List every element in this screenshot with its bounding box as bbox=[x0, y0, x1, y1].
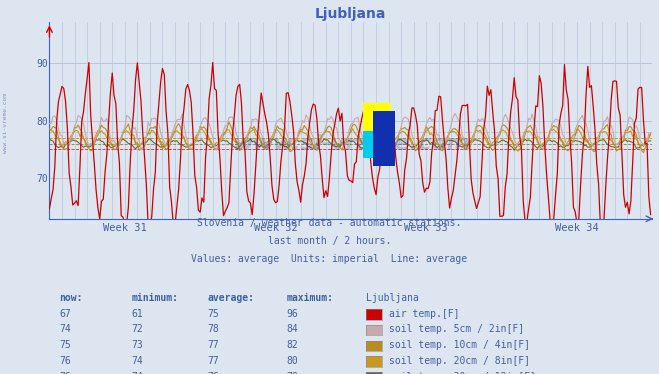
Text: 61: 61 bbox=[132, 309, 144, 319]
Text: air temp.[F]: air temp.[F] bbox=[389, 309, 459, 319]
Text: 96: 96 bbox=[287, 309, 299, 319]
Text: soil temp. 20cm / 8in[F]: soil temp. 20cm / 8in[F] bbox=[389, 356, 530, 366]
Text: 78: 78 bbox=[287, 372, 299, 374]
Text: 77: 77 bbox=[208, 340, 219, 350]
Text: 76: 76 bbox=[208, 372, 219, 374]
Text: 74: 74 bbox=[132, 356, 144, 366]
Text: Values: average  Units: imperial  Line: average: Values: average Units: imperial Line: av… bbox=[191, 254, 468, 264]
Text: 73: 73 bbox=[132, 340, 144, 350]
Text: 76: 76 bbox=[59, 372, 71, 374]
Text: soil temp. 30cm / 12in[F]: soil temp. 30cm / 12in[F] bbox=[389, 372, 536, 374]
Text: 76: 76 bbox=[59, 356, 71, 366]
Bar bbox=[373, 111, 395, 166]
Text: 74: 74 bbox=[59, 325, 71, 334]
Text: 67: 67 bbox=[59, 309, 71, 319]
Title: Ljubljana: Ljubljana bbox=[315, 7, 387, 21]
Text: www.si-vreme.com: www.si-vreme.com bbox=[232, 134, 470, 154]
Text: average:: average: bbox=[208, 293, 254, 303]
Text: soil temp. 5cm / 2in[F]: soil temp. 5cm / 2in[F] bbox=[389, 325, 524, 334]
Text: 72: 72 bbox=[132, 325, 144, 334]
Text: Ljubljana: Ljubljana bbox=[366, 293, 418, 303]
Bar bbox=[364, 131, 391, 158]
Text: 74: 74 bbox=[132, 372, 144, 374]
Text: 78: 78 bbox=[208, 325, 219, 334]
Text: Slovenia / weather data - automatic stations.: Slovenia / weather data - automatic stat… bbox=[197, 218, 462, 228]
Text: now:: now: bbox=[59, 293, 83, 303]
Text: maximum:: maximum: bbox=[287, 293, 333, 303]
Bar bbox=[364, 103, 391, 131]
Text: 84: 84 bbox=[287, 325, 299, 334]
Text: 82: 82 bbox=[287, 340, 299, 350]
Text: soil temp. 10cm / 4in[F]: soil temp. 10cm / 4in[F] bbox=[389, 340, 530, 350]
Text: 75: 75 bbox=[59, 340, 71, 350]
Text: 77: 77 bbox=[208, 356, 219, 366]
Text: 80: 80 bbox=[287, 356, 299, 366]
Text: 75: 75 bbox=[208, 309, 219, 319]
Text: last month / 2 hours.: last month / 2 hours. bbox=[268, 236, 391, 246]
Text: www.si-vreme.com: www.si-vreme.com bbox=[3, 94, 8, 153]
Text: minimum:: minimum: bbox=[132, 293, 179, 303]
